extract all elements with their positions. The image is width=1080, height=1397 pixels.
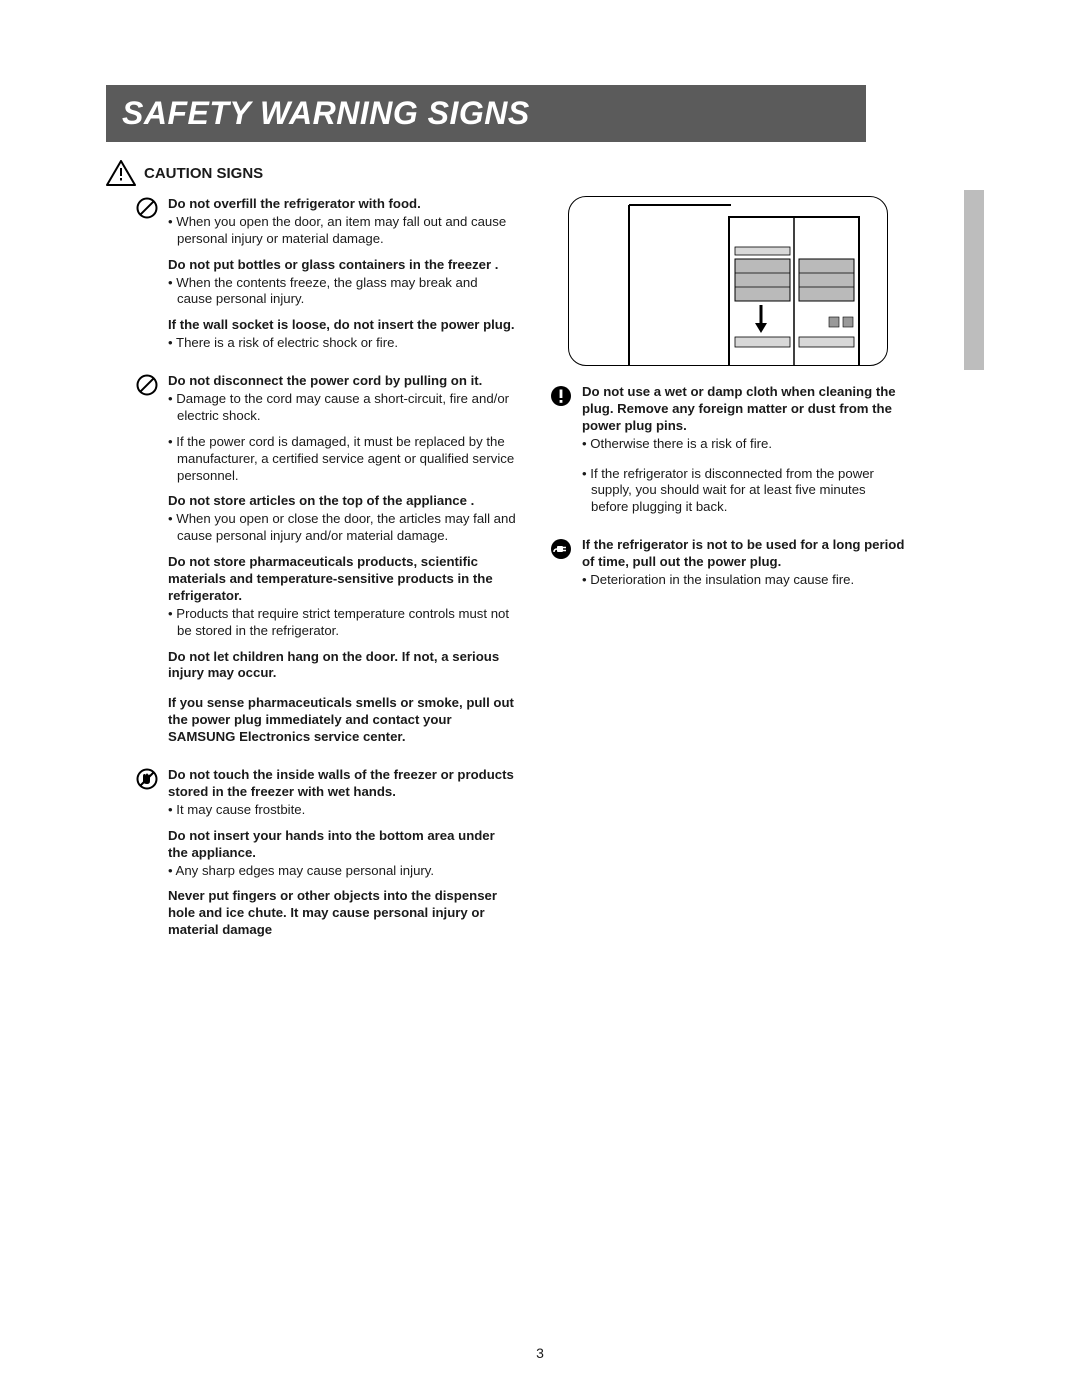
warning-heading: Do not store articles on the top of the … bbox=[168, 493, 516, 510]
page-title: SAFETY WARNING SIGNS bbox=[122, 95, 530, 131]
caution-triangle-icon bbox=[106, 160, 136, 186]
right-column: Do not use a wet or damp cloth when clea… bbox=[536, 196, 906, 946]
warning-heading: Do not use a wet or damp cloth when clea… bbox=[582, 384, 906, 435]
warning-body: Do not overfill the refrigerator with fo… bbox=[160, 196, 516, 353]
warning-text: • It may cause frostbite. bbox=[168, 802, 516, 819]
warning-body: Do not disconnect the power cord by pull… bbox=[160, 373, 516, 747]
warning-text: • Deterioration in the insulation may ca… bbox=[582, 572, 906, 589]
warning-text: • When you open the door, an item may fa… bbox=[168, 214, 516, 248]
warning-heading: Do not insert your hands into the bottom… bbox=[168, 828, 516, 862]
exclaim-icon bbox=[550, 384, 574, 517]
plug-icon bbox=[550, 537, 574, 590]
warning-block: Do not touch the inside walls of the fre… bbox=[136, 767, 516, 940]
warning-heading: Do not disconnect the power cord by pull… bbox=[168, 373, 516, 390]
warning-heading: Never put fingers or other objects into … bbox=[168, 888, 516, 939]
page-number: 3 bbox=[0, 1345, 1080, 1361]
warning-heading: Do not touch the inside walls of the fre… bbox=[168, 767, 516, 801]
warning-text: • Any sharp edges may cause personal inj… bbox=[168, 863, 516, 880]
warning-text: • If the power cord is damaged, it must … bbox=[168, 434, 516, 485]
warning-body: Do not use a wet or damp cloth when clea… bbox=[574, 384, 906, 517]
section-title: CAUTION SIGNS bbox=[144, 165, 263, 182]
prohibit-icon bbox=[136, 373, 160, 747]
side-tab bbox=[964, 190, 984, 370]
warning-body: Do not touch the inside walls of the fre… bbox=[160, 767, 516, 940]
hand-icon bbox=[136, 767, 160, 940]
section-header: CAUTION SIGNS bbox=[106, 160, 974, 186]
warning-block: Do not disconnect the power cord by pull… bbox=[136, 373, 516, 747]
warning-text: • Damage to the cord may cause a short-c… bbox=[168, 391, 516, 425]
warning-heading: Do not overfill the refrigerator with fo… bbox=[168, 196, 516, 213]
left-column: Do not overfill the refrigerator with fo… bbox=[136, 196, 536, 946]
refrigerator-illustration bbox=[568, 196, 888, 366]
warning-heading: Do not put bottles or glass containers i… bbox=[168, 257, 516, 274]
prohibit-icon bbox=[136, 196, 160, 353]
warning-block: If the refrigerator is not to be used fo… bbox=[550, 537, 906, 590]
warning-block: Do not use a wet or damp cloth when clea… bbox=[550, 384, 906, 517]
warning-text: • If the refrigerator is disconnected fr… bbox=[582, 466, 906, 517]
warning-heading: If the refrigerator is not to be used fo… bbox=[582, 537, 906, 571]
warning-text: • Otherwise there is a risk of fire. bbox=[582, 436, 906, 453]
warning-body: If the refrigerator is not to be used fo… bbox=[574, 537, 906, 590]
warning-heading: If the wall socket is loose, do not inse… bbox=[168, 317, 516, 334]
warning-heading: Do not store pharmaceuticals products, s… bbox=[168, 554, 516, 605]
page-title-bar: SAFETY WARNING SIGNS bbox=[106, 85, 866, 142]
content-columns: Do not overfill the refrigerator with fo… bbox=[106, 196, 974, 946]
warning-heading: If you sense pharmaceuticals smells or s… bbox=[168, 695, 516, 746]
warning-text: • There is a risk of electric shock or f… bbox=[168, 335, 516, 352]
warning-text: • When you open or close the door, the a… bbox=[168, 511, 516, 545]
warning-block: Do not overfill the refrigerator with fo… bbox=[136, 196, 516, 353]
warning-text: • When the contents freeze, the glass ma… bbox=[168, 275, 516, 309]
warning-text: • Products that require strict temperatu… bbox=[168, 606, 516, 640]
warning-heading: Do not let children hang on the door. If… bbox=[168, 649, 516, 683]
